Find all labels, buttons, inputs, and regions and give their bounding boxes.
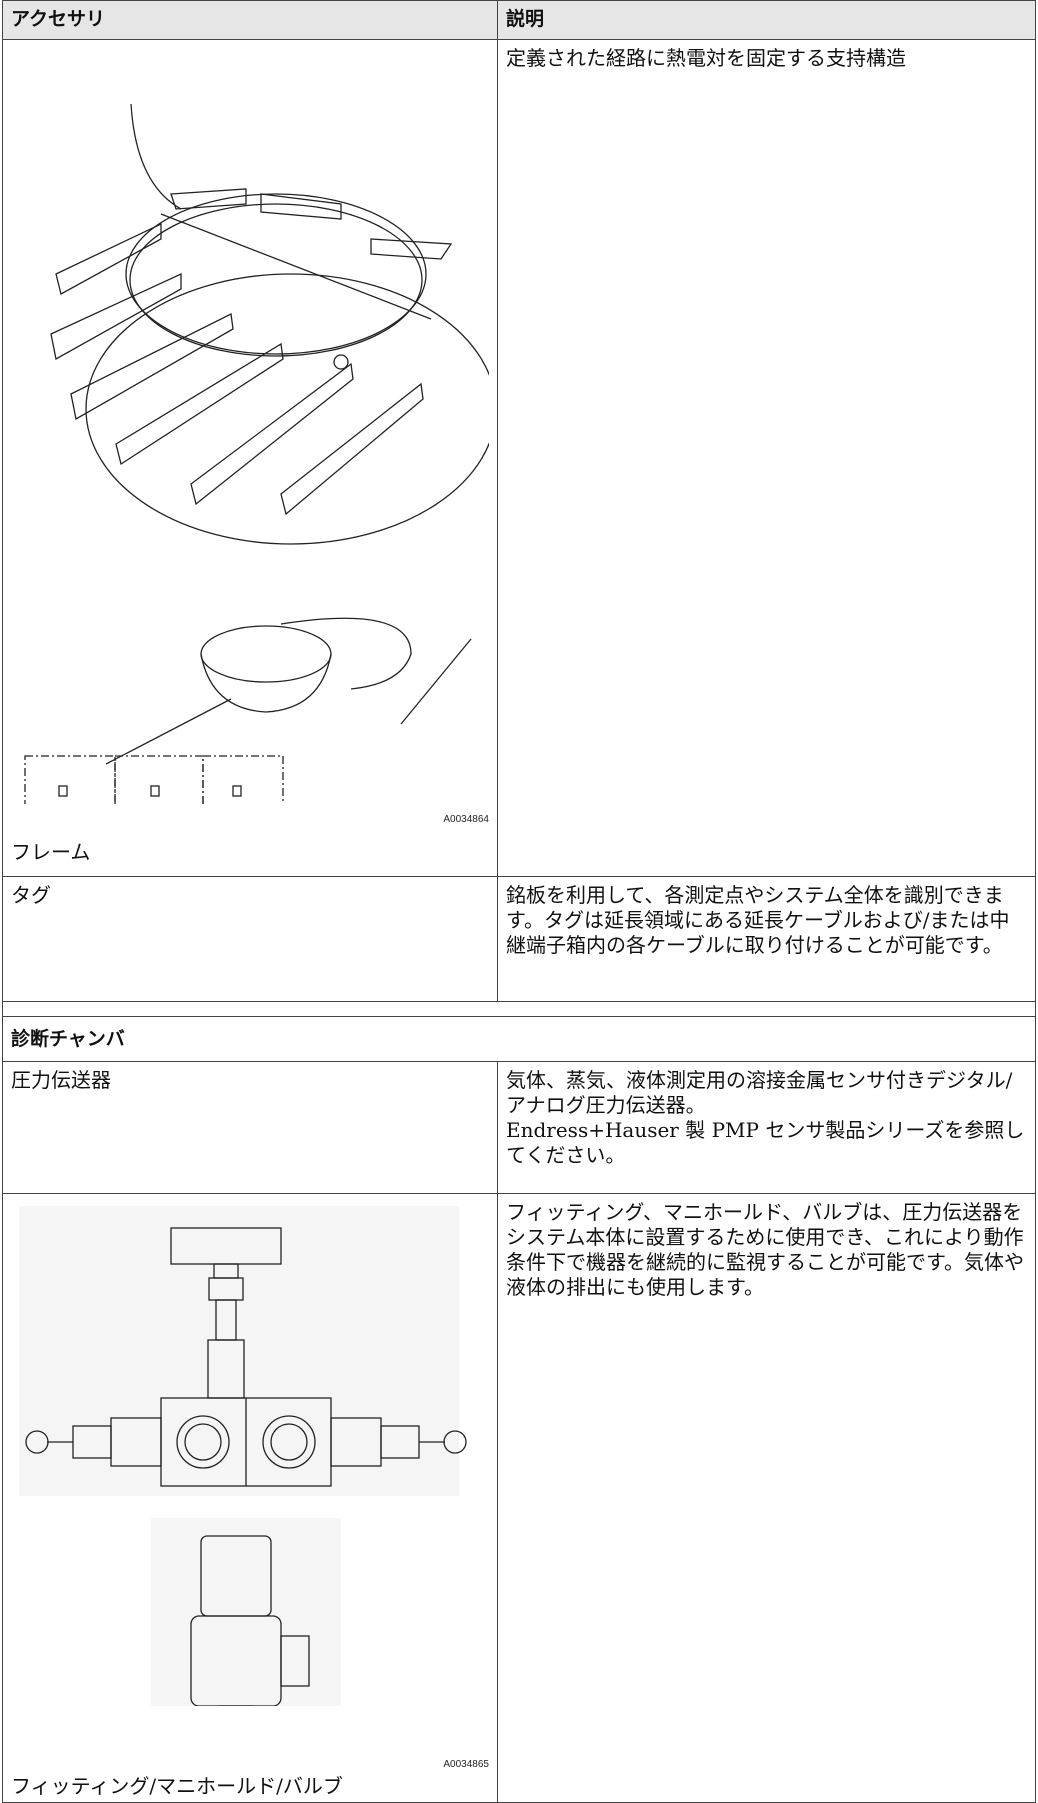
section-title: 診断チャンバ: [11, 1028, 125, 1050]
cell: 圧力伝送器: [2, 1061, 498, 1194]
cell: A0034865 フィッティング/マニホールド/バルブ: [2, 1193, 498, 1803]
accessory-name: タグ: [11, 883, 51, 907]
cell: 銘板を利用して、各測定点やシステム全体を識別できます。タグは延長領域にある延長ケ…: [497, 876, 1036, 1002]
cell: A0034864 フレーム: [2, 39, 498, 877]
spacer-row: [2, 1001, 1036, 1017]
accessory-name: フレーム: [11, 840, 91, 864]
cell: タグ: [2, 876, 498, 1002]
header-text: アクセサリ: [11, 8, 106, 30]
header-cell: 説明: [497, 0, 1036, 40]
header-cell: アクセサリ: [2, 0, 498, 40]
description: 銘板を利用して、各測定点やシステム全体を識別できます。タグは延長領域にある延長ケ…: [506, 883, 1010, 957]
section-cell: 診断チャンバ: [2, 1016, 1036, 1062]
header-text: 説明: [506, 8, 545, 30]
description: Endress+Hauser 製 PMP センサ製品シリーズを参照してください。: [506, 1118, 1025, 1167]
figure-id: A0034865: [443, 1759, 489, 1770]
cell: 気体、蒸気、液体測定用の溶接金属センサ付きデジタル/アナログ圧力伝送器。 End…: [497, 1061, 1036, 1194]
valve-drawing: [19, 1206, 467, 1706]
frame-drawing: [24, 103, 489, 804]
description: 定義された経路に熱電対を固定する支持構造: [506, 46, 906, 70]
cell: フィッティング、マニホールド、バルブは、圧力伝送器をシステム本体に設置するために…: [497, 1193, 1036, 1803]
accessory-name: 圧力伝送器: [11, 1068, 111, 1092]
figure-id: A0034864: [443, 814, 489, 825]
description: 気体、蒸気、液体測定用の溶接金属センサ付きデジタル/アナログ圧力伝送器。: [506, 1068, 1013, 1117]
description: フィッティング、マニホールド、バルブは、圧力伝送器をシステム本体に設置するために…: [506, 1200, 1024, 1299]
cell: 定義された経路に熱電対を固定する支持構造: [497, 39, 1036, 877]
accessory-name: フィッティング/マニホールド/バルブ: [11, 1774, 343, 1798]
